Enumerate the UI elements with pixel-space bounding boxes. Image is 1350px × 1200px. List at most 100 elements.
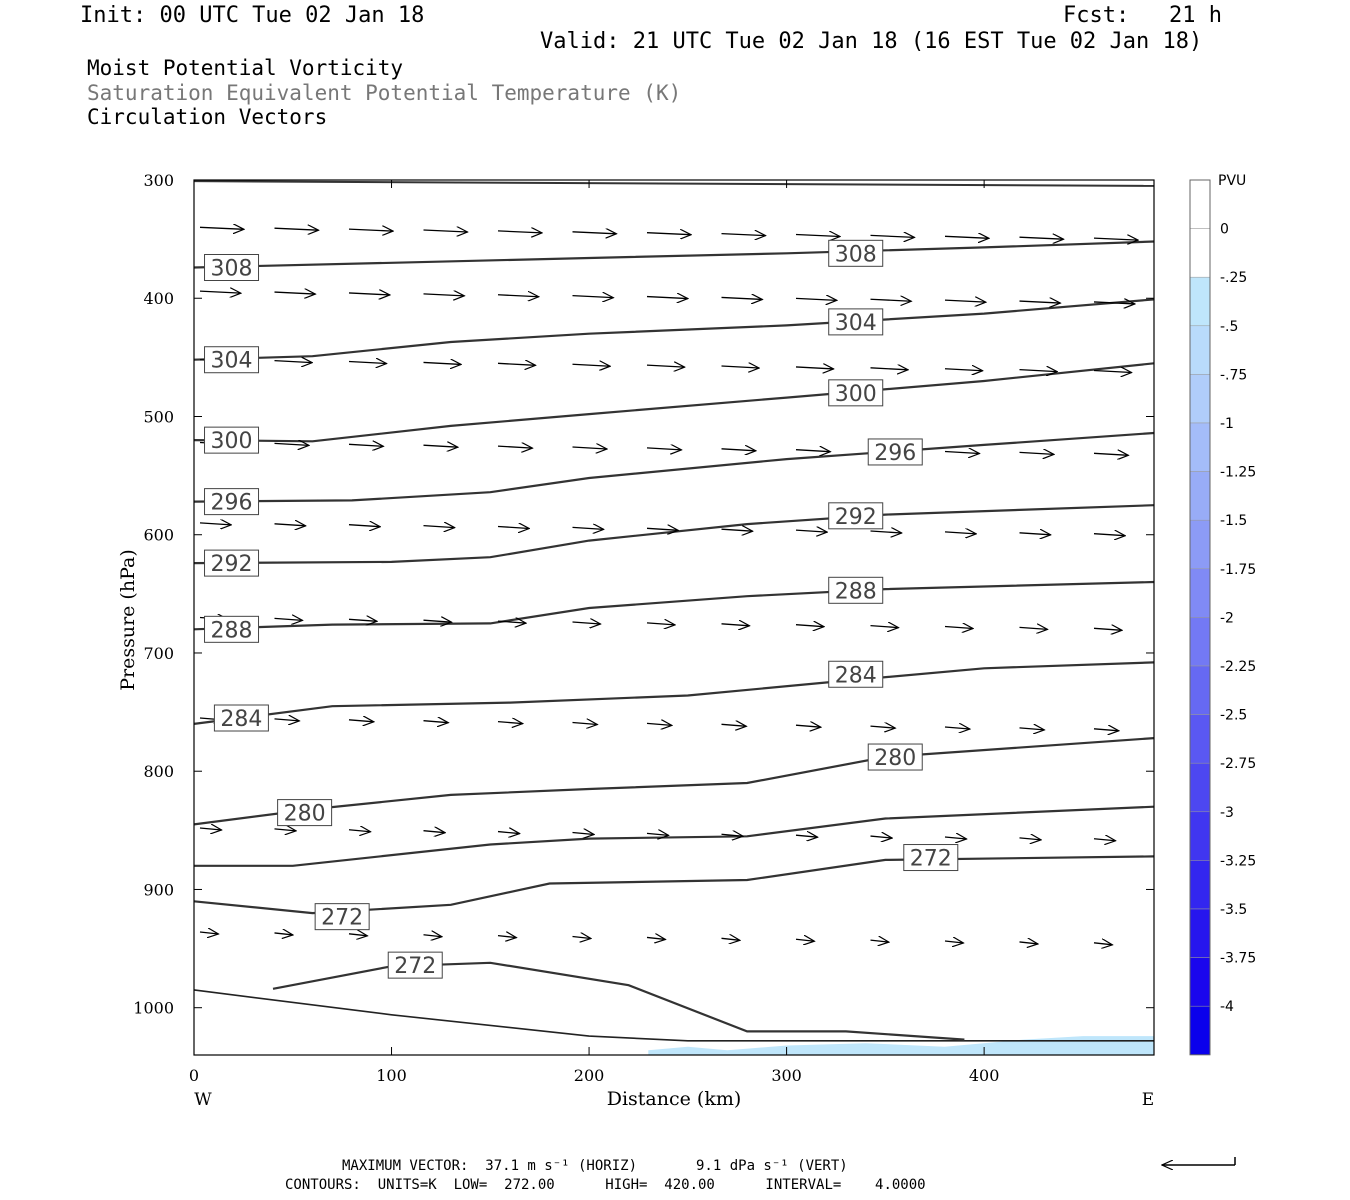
circulation-vector [870,235,915,237]
circulation-vector [1019,370,1058,372]
circulation-vector [497,231,542,233]
circulation-vector [1019,942,1038,944]
circulation-vector [646,233,691,235]
contour-label: 308 [211,257,253,282]
colorbar-segment [1189,568,1211,618]
circulation-vector [1019,533,1051,535]
circulation-vector [944,369,983,371]
colorbar-segment [1189,519,1211,570]
circulation-vector [1093,839,1116,841]
colorbar-segment [1189,957,1211,1007]
colorbar-segment [1189,422,1211,472]
contour-label: 300 [835,382,877,407]
circulation-vector [646,833,669,835]
circulation-vector [423,362,462,364]
contour-label: 296 [211,491,253,516]
colorbar-label: -2.5 [1220,708,1247,724]
contour-line-0 [193,240,1155,269]
circulation-vector [348,293,390,295]
contour-label: 284 [220,707,262,732]
colorbar-frame [1189,179,1211,1056]
contour-label: 272 [394,954,436,979]
contour-line-3 [193,431,1155,503]
contour-line-10 [272,961,965,1041]
contour-label-box [903,844,959,872]
circulation-vector [348,720,374,722]
circulation-vector [795,450,830,452]
circulation-vector [348,229,393,231]
circulation-vector [870,299,912,301]
circulation-vector [870,626,899,628]
colorbar-label: -2.75 [1220,756,1256,772]
y-tick-label: 500 [143,407,174,426]
circulation-vector [1019,838,1042,840]
circulation-vector [1093,453,1128,455]
x-tick-label: 100 [376,1066,407,1085]
colorbar-segment [1189,1005,1211,1056]
circulation-vector [423,294,465,296]
colorbar-segment [1189,617,1211,667]
circulation-vector [497,936,516,938]
circulation-vector [646,448,681,450]
colorbar-label: -1.25 [1220,465,1256,481]
circulation-vector [721,366,760,368]
colorbar-label: -4 [1220,999,1234,1015]
circulation-vector [572,937,591,939]
y-tick-label: 700 [143,644,174,663]
circulation-vector [721,834,744,836]
y-tick-label: 600 [143,526,174,545]
circulation-vector [348,362,387,364]
circulation-vector [870,940,889,942]
contour-label-box [314,903,370,931]
circulation-vector [423,620,452,622]
contour-label: 288 [211,618,253,643]
circulation-vector [1093,371,1132,373]
circulation-vector [795,367,834,369]
colorbar-label: -3.25 [1220,853,1256,869]
colorbar-segment [1189,374,1211,424]
circulation-vector [1093,302,1135,304]
colorbar-label: -3.75 [1220,951,1256,967]
colorbar-segment [1189,714,1211,764]
contour-label-box [204,549,260,577]
circulation-vector [572,723,598,725]
contour-label: 272 [321,906,363,931]
y-axis-title: Pressure (hPa) [117,549,139,691]
circulation-vector [870,726,896,728]
colorbar-segment [1189,811,1211,861]
west-label: W [194,1090,212,1110]
circulation-vector [572,364,611,366]
circulation-vector [944,837,967,839]
contour-label-box [277,799,333,827]
circulation-vector [646,937,665,939]
circulation-vector [572,832,595,834]
contour-label-box [204,488,260,516]
colorbar-label: -3.5 [1220,902,1247,918]
colorbar-segment [1189,228,1211,278]
circulation-vector [795,234,840,236]
circulation-vector [572,296,614,298]
circulation-vector [721,724,747,726]
contour-label: 288 [835,579,877,604]
circulation-vector [1093,238,1138,240]
circulation-vector [423,831,446,833]
max-vector-info: MAXIMUM VECTOR: 37.1 m s⁻¹ (HORIZ) 9.1 d… [342,1158,848,1174]
circulation-vector [721,449,756,451]
circulation-vector [274,443,309,445]
circulation-vector [497,295,539,297]
contour-line-6 [193,661,1155,725]
circulation-vector [944,532,976,534]
x-tick-label: 0 [189,1066,199,1085]
contour-label-box [204,426,260,454]
circulation-vector [423,445,458,447]
title-vectors: Circulation Vectors [87,105,328,129]
contour-top [193,180,1155,187]
x-tick-label: 300 [771,1066,802,1085]
circulation-vector [721,234,766,236]
circulation-vector [348,444,383,446]
circulation-vector [944,727,970,729]
contour-line-7 [193,737,1155,826]
x-axis-title: Distance (km) [607,1088,742,1110]
circulation-vector [721,529,753,531]
circulation-vector [944,452,979,454]
